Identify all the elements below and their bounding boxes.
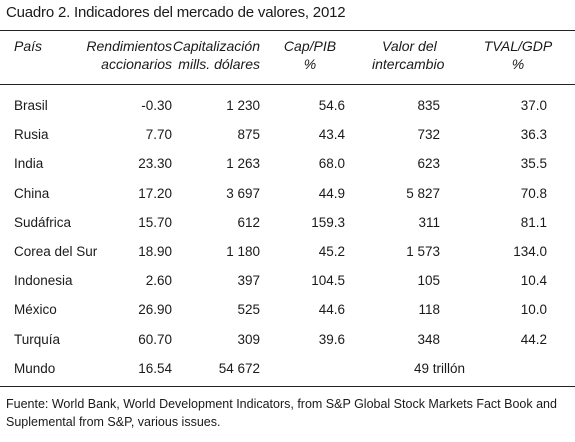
header-valor-intercambio: Valor del intercambio xyxy=(372,37,472,73)
top-rule xyxy=(0,30,575,31)
cell-rend: 2.60 xyxy=(145,273,172,288)
header-pais: País xyxy=(14,38,43,54)
header-rendimientos-line2: accionarios xyxy=(101,56,172,72)
cell-val: 118 xyxy=(418,302,440,317)
cell-tval: 10.0 xyxy=(520,302,547,317)
cell-pib: 43.4 xyxy=(318,127,345,142)
cell-pais: India xyxy=(14,156,44,171)
cell-pais: Indonesia xyxy=(14,273,73,288)
cell-val: 105 xyxy=(417,273,440,288)
cell-val: 835 xyxy=(417,98,440,113)
cell-pib: 54.6 xyxy=(318,98,345,113)
cell-pais: Rusia xyxy=(14,127,49,142)
cell-pais: Turquía xyxy=(14,332,61,347)
header-cap-pib-line1: Cap/PIB xyxy=(283,38,337,54)
footnote: Fuente: World Bank, World Development In… xyxy=(6,397,557,429)
cell-rend: 17.20 xyxy=(138,186,172,201)
cell-rend: -0.30 xyxy=(141,98,172,113)
cell-pais: Mundo xyxy=(14,361,56,376)
header-tval-line1: TVAL/GDP xyxy=(483,38,553,54)
cell-tval: 10.4 xyxy=(520,273,547,288)
cell-pais: Sudáfrica xyxy=(14,215,72,230)
header-cap-pib: Cap/PIB % xyxy=(275,37,345,73)
cell-cap: 1 180 xyxy=(226,244,260,259)
cell-val: 49 trillón xyxy=(413,361,465,376)
cell-pib: 44.9 xyxy=(318,186,345,201)
cell-pais: Brasil xyxy=(14,98,48,113)
cell-rend: 60.70 xyxy=(138,332,172,347)
header-capitalizacion-line1: Capitalización xyxy=(172,38,260,54)
header-tval-gdp: TVAL/GDP % xyxy=(478,37,558,73)
header-valor-line2: intercambio xyxy=(372,56,445,72)
cell-val: 5 827 xyxy=(406,186,440,201)
cell-tval: 44.2 xyxy=(520,332,547,347)
cell-pais: Corea del Sur xyxy=(14,244,98,259)
cell-cap: 875 xyxy=(237,127,260,142)
cell-cap: 54 672 xyxy=(218,361,260,376)
cell-val: 311 xyxy=(418,215,440,230)
cell-tval: 37.0 xyxy=(520,98,547,113)
cell-pib: 44.6 xyxy=(318,302,345,317)
cell-rend: 18.90 xyxy=(138,244,172,259)
cell-tval: 81.1 xyxy=(520,215,547,230)
cell-rend: 23.30 xyxy=(138,156,172,171)
cell-val: 1 573 xyxy=(406,244,440,259)
cell-pib: 104.5 xyxy=(311,273,345,288)
cell-cap: 525 xyxy=(237,302,260,317)
header-capitalizacion: Capitalización mills. dólares xyxy=(172,37,260,73)
cell-rend: 26.90 xyxy=(138,302,172,317)
cell-pib: 45.2 xyxy=(318,244,345,259)
cell-pais: China xyxy=(14,186,50,201)
header-capitalizacion-line2: mills. dólares xyxy=(178,56,260,72)
cell-cap: 1 230 xyxy=(226,98,260,113)
cell-pib: 68.0 xyxy=(318,156,345,171)
header-rule xyxy=(0,84,575,85)
table-title: Cuadro 2. Indicadores del mercado de val… xyxy=(6,4,346,21)
cell-pib: 159.3 xyxy=(311,215,345,230)
cell-cap: 397 xyxy=(237,273,260,288)
header-rendimientos-line1: Rendimientos xyxy=(86,38,172,54)
header-tval-line2: % xyxy=(511,56,525,72)
cell-pib: 39.6 xyxy=(318,332,345,347)
cell-cap: 309 xyxy=(237,332,260,347)
cell-cap: 3 697 xyxy=(226,186,260,201)
cell-rend: 15.70 xyxy=(138,215,172,230)
cell-tval: 70.8 xyxy=(520,186,547,201)
header-rendimientos: Rendimientos accionarios xyxy=(60,37,172,73)
cell-rend: 16.54 xyxy=(138,361,172,376)
cell-tval: 134.0 xyxy=(513,244,547,259)
cell-cap: 1 263 xyxy=(226,156,260,171)
cell-tval: 35.5 xyxy=(520,156,547,171)
cell-pais: México xyxy=(14,302,57,317)
cell-val: 732 xyxy=(417,127,440,142)
header-cap-pib-line2: % xyxy=(303,56,317,72)
header-valor-line1: Valor del xyxy=(382,38,437,54)
cell-rend: 7.70 xyxy=(145,127,172,142)
cell-val: 623 xyxy=(417,156,440,171)
cell-val: 348 xyxy=(417,332,440,347)
cell-cap: 612 xyxy=(237,215,260,230)
bottom-rule xyxy=(0,386,575,387)
cell-tval: 36.3 xyxy=(520,127,547,142)
